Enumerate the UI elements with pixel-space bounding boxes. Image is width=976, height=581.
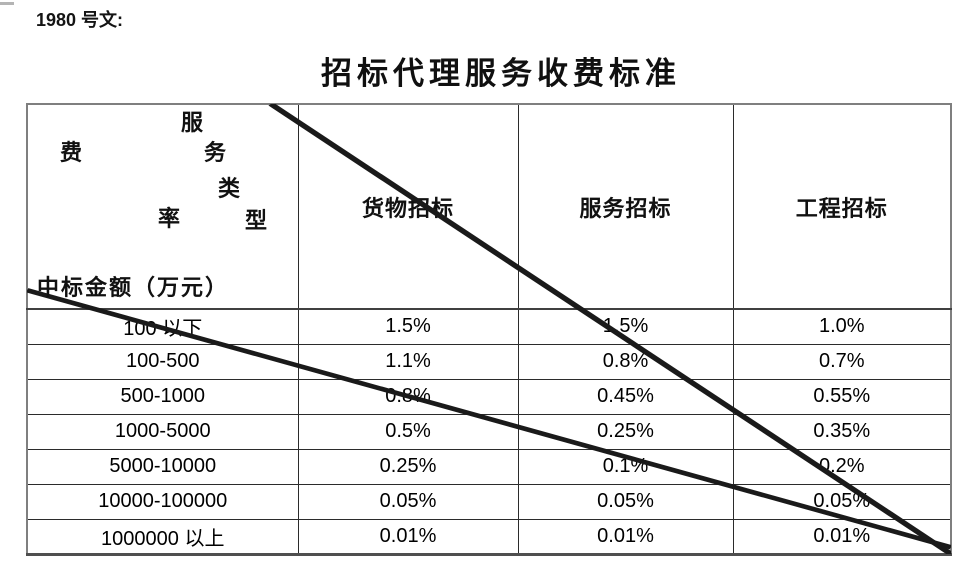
diagonal-divider-lines: [27, 104, 951, 554]
column-header-services: 服务招标: [517, 103, 734, 310]
corner-service-type-char: 类: [218, 176, 241, 201]
corner-header-cell: 服 务 类 型 费 率 中标金额（万元）: [26, 103, 951, 554]
corner-rate-char: 率: [158, 206, 181, 231]
column-header-engineering: 工程招标: [732, 103, 952, 310]
table-row: 10000-100000 0.05% 0.05% 0.05%: [26, 483, 952, 520]
row-range-cell: 1000000 以上: [26, 518, 299, 555]
rate-cell: 1.0%: [732, 308, 952, 345]
table-header-row: 服 务 类 型 费 率 中标金额（万元） 货物招标 服务招标 工程招标: [26, 103, 952, 554]
column-header-goods: 货物招标: [297, 103, 519, 310]
row-range-cell: 10000-100000: [26, 483, 299, 520]
row-range-cell: 5000-10000: [26, 448, 299, 485]
row-range-cell: 500-1000: [26, 378, 299, 415]
rate-cell: 0.7%: [732, 343, 952, 380]
doc-number-label: 1980 号文:: [36, 10, 124, 30]
rate-cell: 0.8%: [517, 343, 734, 380]
rate-cell: 0.01%: [297, 518, 519, 555]
amount-axis-label: 中标金额（万元）: [37, 275, 230, 300]
row-range-cell: 1000-5000: [26, 413, 299, 450]
page-title: 招标代理服务收费标准: [321, 56, 681, 91]
row-range-cell: 100-500: [26, 343, 299, 380]
corner-service-type-char: 务: [204, 140, 227, 165]
fee-table: 服 务 类 型 费 率 中标金额（万元） 货物招标 服务招标 工程招标 100 …: [26, 103, 952, 556]
rate-cell: 0.55%: [732, 378, 952, 415]
corner-rate-char: 费: [60, 140, 83, 165]
corner-service-type-char: 服: [181, 110, 204, 135]
rate-cell: 0.05%: [297, 483, 519, 520]
rate-cell: 0.05%: [517, 483, 734, 520]
rate-cell: 0.01%: [517, 518, 734, 555]
scan-artifact: [0, 2, 14, 5]
corner-service-type-char: 型: [245, 208, 268, 233]
